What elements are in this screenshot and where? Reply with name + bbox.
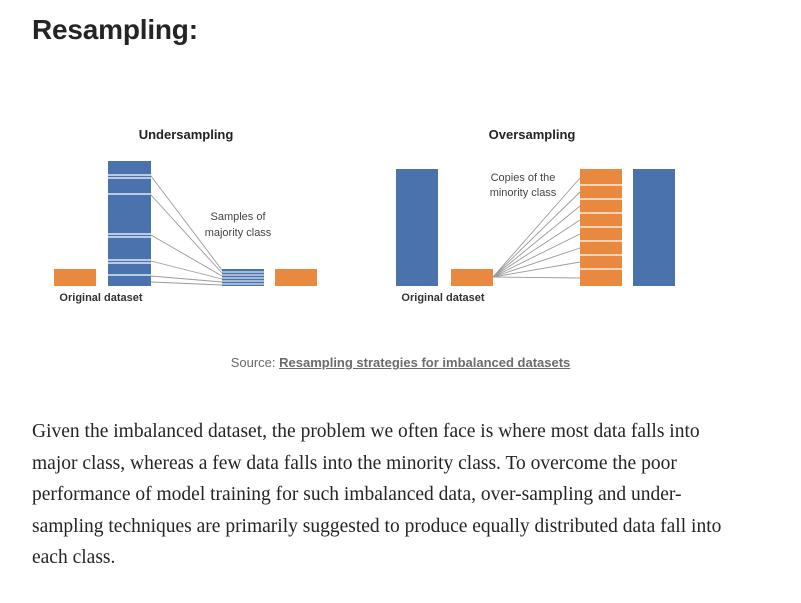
oversampling-original-label: Original dataset xyxy=(401,292,484,304)
resampling-figure: Undersampling xyxy=(0,110,801,320)
undersampling-majority-sample-marks xyxy=(108,174,151,276)
body-paragraph: Given the imbalanced dataset, the proble… xyxy=(32,421,722,568)
undersampling-connector-lines xyxy=(150,175,223,286)
undersampling-panel: Undersampling xyxy=(54,127,317,304)
undersampling-note-line2: majority class xyxy=(205,227,272,239)
undersampling-title: Undersampling xyxy=(139,127,234,142)
caption-source-link[interactable]: Resampling strategies for imbalanced dat… xyxy=(279,355,571,370)
oversampling-connector-lines xyxy=(492,177,581,279)
section-heading: Resampling: xyxy=(32,14,198,45)
oversampled-minority-copy-dividers xyxy=(580,184,622,270)
undersampling-note-line1: Samples of xyxy=(210,211,266,223)
oversampled-majority-bar xyxy=(633,169,675,286)
figure-caption: Source: Resampling strategies for imbala… xyxy=(0,355,801,370)
caption-prefix: Source: xyxy=(230,355,280,370)
oversampling-original-minority-bar xyxy=(451,269,493,286)
oversampling-original-majority-bar xyxy=(396,169,438,286)
undersampled-minority-bar xyxy=(275,269,317,286)
undersampling-original-minority-bar xyxy=(54,269,96,286)
undersampling-original-label: Original dataset xyxy=(59,292,142,304)
oversampling-note-line1: Copies of the xyxy=(491,172,556,184)
undersampling-original-majority-bar xyxy=(108,161,151,286)
oversampling-note-line2: minority class xyxy=(490,187,557,199)
resampling-diagram: Undersampling xyxy=(54,127,675,304)
undersampled-majority-stripes xyxy=(222,271,264,285)
oversampling-title: Oversampling xyxy=(489,127,576,142)
oversampling-panel: Oversampling xyxy=(396,127,675,304)
